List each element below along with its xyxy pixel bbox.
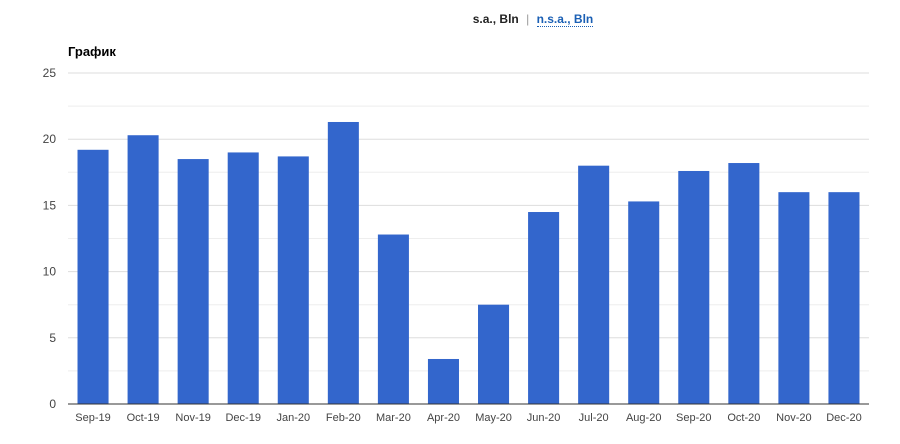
- bar: [778, 192, 810, 404]
- bar: [377, 234, 409, 404]
- bar: [478, 304, 510, 404]
- x-tick-label: Nov-19: [175, 412, 210, 424]
- bar: [177, 159, 209, 404]
- x-tick-label: Mar-20: [376, 412, 411, 424]
- x-tick-label: Dec-19: [225, 412, 260, 424]
- y-tick-label: 10: [43, 265, 57, 279]
- y-tick-label: 5: [49, 331, 56, 345]
- bar: [277, 156, 309, 404]
- bar: [127, 135, 159, 404]
- bar: [628, 201, 660, 404]
- bar: [227, 152, 259, 404]
- toggle-separator: |: [526, 12, 530, 26]
- bar: [327, 121, 359, 404]
- y-tick-label: 25: [43, 66, 57, 80]
- x-tick-label: Feb-20: [326, 412, 361, 424]
- x-tick-label: Nov-20: [776, 412, 811, 424]
- y-tick-label: 0: [49, 397, 56, 411]
- x-tick-label: Sep-20: [676, 412, 711, 424]
- x-tick-label: Jul-20: [579, 412, 609, 424]
- bar: [678, 170, 710, 404]
- x-tick-label: Oct-20: [727, 412, 760, 424]
- x-tick-label: Oct-19: [127, 412, 160, 424]
- bar: [77, 149, 109, 404]
- toggle-alt-link[interactable]: n.s.a., Bln: [536, 12, 594, 27]
- x-tick-label: Apr-20: [427, 412, 460, 424]
- series-toggle: s.a., Bln | n.s.a., Bln: [0, 12, 900, 27]
- bar: [578, 165, 610, 404]
- y-tick-label: 20: [43, 132, 57, 146]
- x-tick-label: Jan-20: [276, 412, 310, 424]
- x-tick-label: Aug-20: [626, 412, 661, 424]
- bar: [427, 358, 459, 404]
- bar: [528, 212, 560, 404]
- y-tick-label: 15: [43, 198, 57, 212]
- x-tick-label: Jun-20: [527, 412, 561, 424]
- x-tick-label: May-20: [475, 412, 512, 424]
- bar: [828, 192, 860, 404]
- x-tick-label: Dec-20: [826, 412, 861, 424]
- bar: [728, 163, 760, 404]
- toggle-active-label: s.a., Bln: [472, 12, 519, 26]
- x-tick-label: Sep-19: [75, 412, 110, 424]
- chart-title: График: [68, 44, 116, 59]
